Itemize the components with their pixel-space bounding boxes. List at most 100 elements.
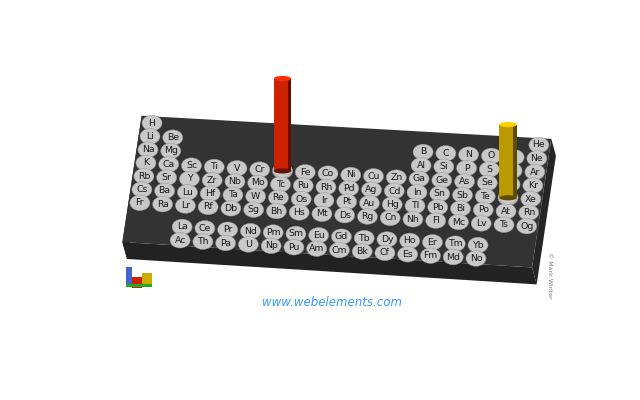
Text: Pa: Pa [220,238,231,248]
Text: Er: Er [428,238,437,247]
Ellipse shape [274,168,291,174]
Text: Cl: Cl [508,166,516,175]
Ellipse shape [332,229,351,244]
Ellipse shape [200,186,220,201]
Polygon shape [499,125,513,198]
Text: U: U [245,240,252,249]
Ellipse shape [523,178,543,193]
Ellipse shape [163,130,183,146]
Ellipse shape [155,183,175,199]
Text: Fl: Fl [432,216,440,225]
Text: Sm: Sm [289,229,303,238]
Text: www.webelements.com: www.webelements.com [262,296,402,309]
Text: Y: Y [187,174,192,184]
Text: Si: Si [440,162,448,171]
Text: Nd: Nd [244,226,257,236]
Text: Sr: Sr [162,173,172,182]
Ellipse shape [271,176,291,192]
Text: Fr: Fr [136,198,144,207]
Ellipse shape [471,216,492,231]
Ellipse shape [413,144,433,160]
Text: Hs: Hs [293,208,305,217]
Ellipse shape [244,202,264,218]
Ellipse shape [175,198,195,213]
Text: I: I [506,112,510,122]
Ellipse shape [459,147,479,162]
Ellipse shape [142,115,162,131]
Text: Ac: Ac [175,236,186,245]
Ellipse shape [140,128,160,144]
Bar [126,267,132,284]
Ellipse shape [494,217,514,232]
Text: Au: Au [364,199,376,208]
Text: Fm: Fm [423,251,438,260]
Ellipse shape [527,151,547,166]
Ellipse shape [241,223,260,239]
Text: © Mark Winter: © Mark Winter [547,252,552,298]
Ellipse shape [330,242,349,258]
Ellipse shape [354,230,374,246]
Text: Og: Og [520,222,533,231]
Text: Cf: Cf [380,248,390,257]
Text: Cn: Cn [384,214,396,222]
Text: B: B [420,148,426,156]
Ellipse shape [172,219,192,235]
Polygon shape [122,116,147,259]
Ellipse shape [434,159,454,174]
Text: Tb: Tb [358,234,370,242]
Text: Np: Np [265,241,278,250]
Text: Cr: Cr [255,165,265,174]
Text: Mt: Mt [316,209,328,218]
Ellipse shape [382,197,403,212]
Text: Ti: Ti [210,162,218,172]
Ellipse shape [266,203,287,219]
Text: Th: Th [197,237,209,246]
Text: Ta: Ta [228,190,238,200]
Ellipse shape [286,226,306,242]
Ellipse shape [339,180,359,196]
Text: Ru: Ru [298,181,309,190]
Ellipse shape [170,232,190,248]
Ellipse shape [312,206,332,222]
Text: Pb: Pb [432,203,444,212]
Ellipse shape [134,168,154,184]
Ellipse shape [246,188,266,204]
Ellipse shape [380,210,400,226]
Text: Fe: Fe [300,168,310,177]
Ellipse shape [529,137,549,153]
Ellipse shape [466,251,486,266]
Ellipse shape [499,122,516,127]
Ellipse shape [456,160,477,176]
Text: Sn: Sn [434,189,445,198]
Ellipse shape [499,195,516,200]
Ellipse shape [250,162,270,177]
Text: P: P [464,164,469,172]
Ellipse shape [337,194,356,210]
Text: Po: Po [478,206,489,214]
Ellipse shape [443,249,463,265]
Text: No: No [470,254,483,263]
Ellipse shape [274,76,291,81]
Polygon shape [513,125,516,198]
Text: Hg: Hg [386,200,399,209]
Text: Tm: Tm [448,239,463,248]
Ellipse shape [525,164,545,180]
Ellipse shape [445,236,465,252]
Ellipse shape [516,218,537,234]
Ellipse shape [449,214,468,230]
Text: In: In [413,188,421,197]
Ellipse shape [397,246,418,262]
Polygon shape [122,242,537,284]
Text: Sb: Sb [456,190,468,200]
Polygon shape [274,78,288,171]
Ellipse shape [138,142,158,158]
Text: Gd: Gd [335,232,348,241]
Text: Se: Se [481,178,493,188]
Text: Yb: Yb [472,240,484,250]
Ellipse shape [400,233,420,249]
Ellipse shape [384,183,404,199]
Ellipse shape [500,176,520,192]
Ellipse shape [314,193,334,208]
Text: Cs: Cs [136,185,148,194]
Text: Rh: Rh [320,182,332,192]
